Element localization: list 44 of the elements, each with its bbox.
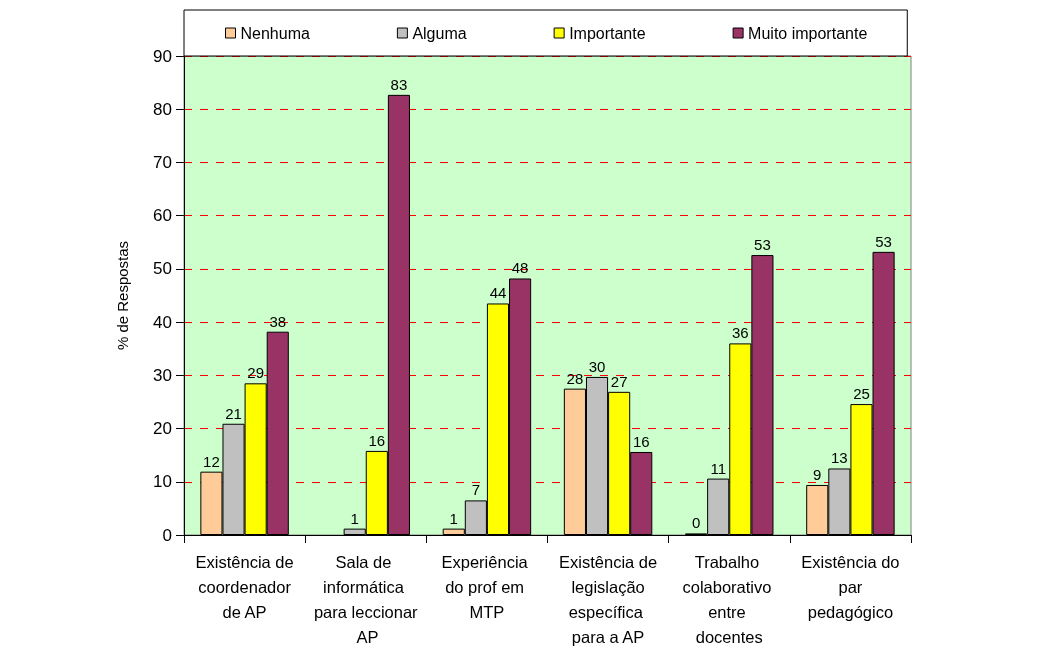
data-label: 12 [203, 452, 220, 470]
data-label: 7 [471, 481, 481, 499]
data-label: 53 [754, 236, 771, 254]
x-tick-label: Trabalho colaborativo entre docentes [682, 552, 777, 646]
data-label: 48 [511, 259, 529, 277]
data-label: 36 [731, 324, 749, 342]
data-label: 13 [831, 449, 848, 467]
data-label: 11 [710, 459, 726, 477]
data-label: 21 [225, 404, 242, 422]
data-label: 29 [247, 364, 264, 382]
legend-label: Nenhuma [240, 24, 310, 42]
data-label: 1 [449, 509, 458, 527]
data-label: 16 [632, 432, 650, 450]
y-tick-label: 70 [153, 152, 172, 172]
data-label: 16 [368, 431, 386, 449]
data-label: 25 [853, 385, 870, 403]
y-tick-label: 40 [153, 312, 172, 332]
y-tick-label: 10 [153, 472, 172, 492]
x-tick-label: Existência de coordenador de AP [193, 552, 296, 621]
y-tick-label: 60 [153, 206, 172, 226]
y-tick-label: 0 [162, 525, 172, 545]
data-label: 30 [588, 357, 606, 375]
x-tick-label: Sala de informática para leccionar AP [313, 552, 419, 646]
data-label: 38 [269, 312, 287, 330]
data-label: 9 [813, 465, 822, 483]
y-tick-label: 30 [153, 365, 172, 385]
data-label: 0 [691, 514, 701, 532]
data-label: 28 [566, 369, 584, 387]
data-label: 27 [610, 372, 628, 390]
data-label: 83 [390, 75, 408, 93]
y-tick-label: 50 [153, 259, 172, 279]
legend-label: Alguma [412, 24, 467, 42]
x-tick-label: Existência de legislação específica para a AP [559, 552, 658, 646]
y-tick-label: 90 [153, 46, 172, 66]
x-tick-label: Existência do par pedagógico [801, 552, 900, 621]
data-label: 1 [350, 509, 359, 527]
y-tick-label: 80 [153, 99, 172, 119]
y-tick-label: 20 [153, 419, 172, 439]
data-label: 44 [489, 284, 507, 302]
data-label: 53 [875, 232, 892, 250]
x-tick-label: Experiência do prof em MTP [441, 552, 533, 621]
legend-label: Importante [569, 24, 646, 42]
legend-label: Muito importante [748, 24, 868, 42]
y-axis-title: % de Respostas [114, 240, 131, 351]
